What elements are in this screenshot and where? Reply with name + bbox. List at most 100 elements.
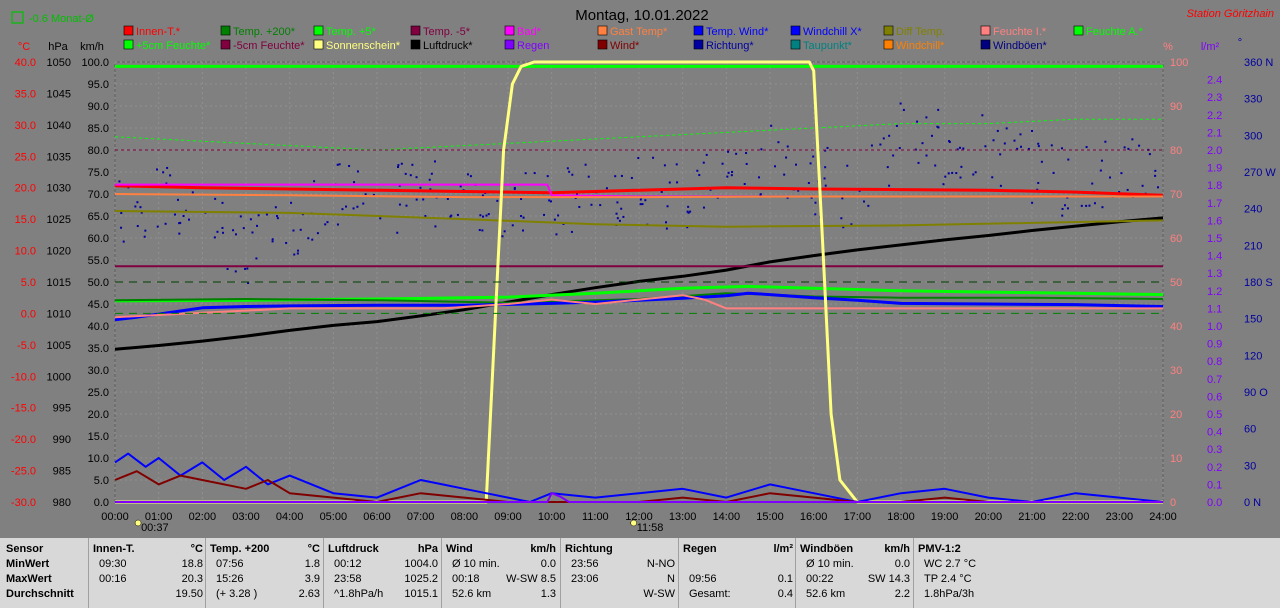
direction-point (479, 214, 482, 217)
direction-point (256, 224, 259, 227)
humidity-axis-unit: % (1163, 41, 1173, 53)
legend-label: Temp. +5* (326, 26, 377, 38)
direction-point (1154, 174, 1157, 177)
direction-point (234, 270, 237, 273)
direction-point (705, 153, 708, 156)
direction-point (143, 235, 146, 238)
humidity-tick-label: 90 (1170, 101, 1182, 113)
direction-point (397, 166, 400, 169)
direction-point (1131, 138, 1134, 141)
temp-tick-label: -15.0 (11, 403, 36, 415)
direction-point (156, 168, 159, 171)
x-tick-label: 13:00 (669, 511, 697, 523)
stats-unit: °C (307, 543, 320, 555)
direction-point (641, 203, 644, 206)
wind-tick-label: 70.0 (88, 189, 109, 201)
temp-tick-label: -20.0 (11, 434, 36, 446)
stats-time: 09:30 (99, 558, 127, 570)
rain-tick-label: 2.4 (1207, 75, 1222, 87)
humidity-tick-label: 80 (1170, 145, 1182, 157)
direction-tick-label: 90 O (1244, 387, 1268, 399)
legend-label: Taupunkt* (803, 40, 853, 52)
direction-point (823, 177, 826, 180)
direction-point (1037, 142, 1040, 145)
stats-value: 19.50 (175, 588, 203, 600)
pressure-tick-label: 1050 (47, 57, 71, 69)
direction-point (1037, 145, 1040, 148)
direction-point (522, 216, 525, 219)
direction-point (652, 156, 655, 159)
direction-point (353, 181, 356, 184)
direction-point (584, 163, 587, 166)
direction-point (191, 191, 194, 194)
direction-point (120, 212, 123, 215)
direction-point (786, 145, 789, 148)
stats-time: 23:56 (571, 558, 599, 570)
stats-value: 1004.0 (404, 558, 438, 570)
stats-time: 07:56 (216, 558, 244, 570)
direction-point (1100, 159, 1103, 162)
wind-tick-label: 50.0 (88, 277, 109, 289)
legend-swatch (504, 39, 515, 50)
direction-point (709, 188, 712, 191)
stats-time: 09:56 (689, 573, 717, 585)
direction-point (996, 129, 999, 132)
direction-point (249, 218, 252, 221)
direction-tick-label: 0 N (1244, 497, 1261, 509)
x-tick-label: 05:00 (320, 511, 348, 523)
direction-point (620, 207, 623, 210)
direction-point (120, 226, 123, 229)
direction-point (336, 163, 339, 166)
direction-point (1101, 206, 1104, 209)
temp-tick-label: 40.0 (15, 57, 36, 69)
stats-header: PMV-1:2 (918, 543, 961, 555)
stats-column: Sensor MinWert MaxWert Durchschnitt (6, 542, 88, 602)
direction-point (265, 213, 268, 216)
temp-axis-unit: °C (18, 41, 30, 53)
direction-point (549, 200, 552, 203)
temp-tick-label: 0.0 (21, 308, 36, 320)
temp-tick-label: -25.0 (11, 466, 36, 478)
x-tick-label: 19:00 (931, 511, 959, 523)
stats-unit: km/h (884, 543, 910, 555)
direction-point (892, 154, 895, 157)
direction-point (956, 148, 959, 151)
x-tick-label: 17:00 (844, 511, 872, 523)
direction-tick-label: 330 (1244, 94, 1262, 106)
series-line-0 (114, 216, 1164, 351)
direction-point (1120, 172, 1123, 175)
direction-point (846, 164, 849, 167)
direction-point (316, 232, 319, 235)
direction-point (1020, 145, 1023, 148)
direction-point (299, 228, 302, 231)
direction-point (324, 223, 327, 226)
direction-point (958, 146, 961, 149)
direction-point (666, 205, 669, 208)
pressure-tick-label: 990 (53, 434, 71, 446)
rain-tick-label: 0.6 (1207, 391, 1222, 403)
direction-point (338, 163, 341, 166)
direction-point (1138, 144, 1141, 147)
rain-axis-unit: l/m² (1201, 41, 1220, 53)
pressure-tick-label: 1030 (47, 183, 71, 195)
stats-column: Temp. +200 °C 07:56 1.8 15:26 3.9 (+ 3.28 ) 2.6… (210, 542, 320, 602)
direction-point (415, 198, 418, 201)
x-tick-label: 07:00 (407, 511, 435, 523)
direction-point (487, 213, 490, 216)
direction-point (239, 215, 242, 218)
x-tick-label: 24:00 (1149, 511, 1177, 523)
direction-point (925, 116, 928, 119)
direction-point (459, 185, 462, 188)
humidity-tick-label: 30 (1170, 365, 1182, 377)
rain-tick-label: 0.4 (1207, 427, 1222, 439)
direction-point (356, 170, 359, 173)
legend-label: Wind* (610, 40, 640, 52)
direction-point (478, 229, 481, 232)
legend-label: Innen-T.* (136, 26, 181, 38)
stats-value: N (667, 573, 675, 585)
direction-point (1005, 127, 1008, 130)
rain-tick-label: 0.3 (1207, 444, 1222, 456)
direction-point (546, 175, 549, 178)
x-tick-label: 20:00 (975, 511, 1003, 523)
stats-header: Regen (683, 543, 717, 555)
